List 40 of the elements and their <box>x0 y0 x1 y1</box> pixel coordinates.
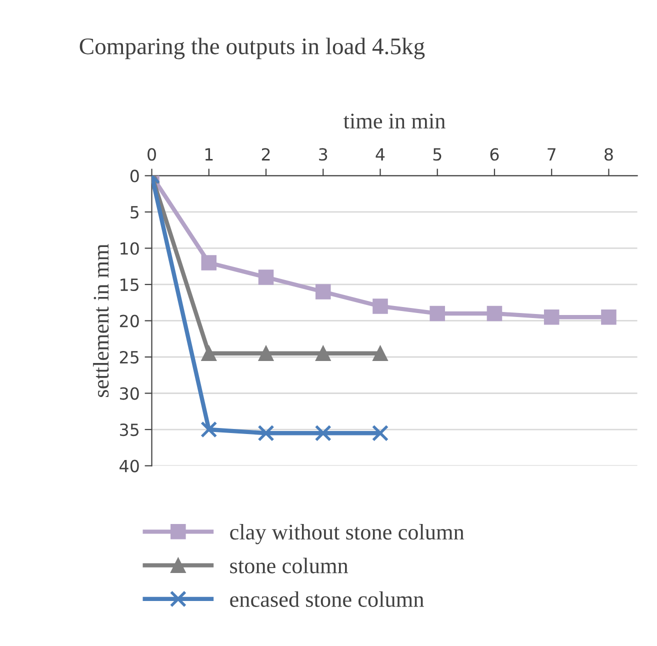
y-tick-label: 20 <box>120 314 139 328</box>
point <box>258 270 274 285</box>
y-tick-label: 30 <box>120 387 139 400</box>
x-tick-label: 7 <box>548 148 556 160</box>
x-axis-title: time in min <box>344 114 446 129</box>
legend-label: encased stone column <box>230 591 424 607</box>
point <box>372 424 389 442</box>
y-axis-title: settlement in mm <box>93 244 109 397</box>
x-tick-label: 3 <box>319 148 328 161</box>
point <box>430 306 446 322</box>
point <box>601 309 616 325</box>
point <box>486 306 502 322</box>
y-tick-label: 35 <box>120 423 139 436</box>
x-tick-label: 2 <box>262 148 270 160</box>
point <box>200 421 218 438</box>
point <box>544 309 560 325</box>
point <box>201 346 217 362</box>
point <box>314 424 332 442</box>
x-tick-label: 6 <box>490 148 499 161</box>
y-tick-label: 0 <box>130 170 139 182</box>
legend-label: clay without stone column <box>230 524 464 544</box>
x-tick-label: 4 <box>376 148 385 160</box>
y-tick-label: 25 <box>120 350 139 364</box>
y-tick-label: 40 <box>120 460 139 472</box>
point <box>315 346 331 362</box>
point <box>372 346 388 362</box>
y-tick-label: 10 <box>120 242 139 255</box>
legend-label: stone column <box>230 558 348 574</box>
point <box>258 424 274 442</box>
x-tick-label: 5 <box>433 148 442 161</box>
point <box>372 298 388 314</box>
x-tick-label: 0 <box>148 148 156 161</box>
y-tick-label: 15 <box>120 278 139 292</box>
y-tick-label: 5 <box>130 206 139 219</box>
chart-title: Comparing the outputs in load 4.5kg <box>80 38 425 60</box>
x-tick-label: 8 <box>604 148 613 161</box>
point <box>315 284 331 300</box>
point <box>201 255 217 270</box>
point <box>258 346 274 362</box>
x-tick-label: 1 <box>205 148 213 160</box>
